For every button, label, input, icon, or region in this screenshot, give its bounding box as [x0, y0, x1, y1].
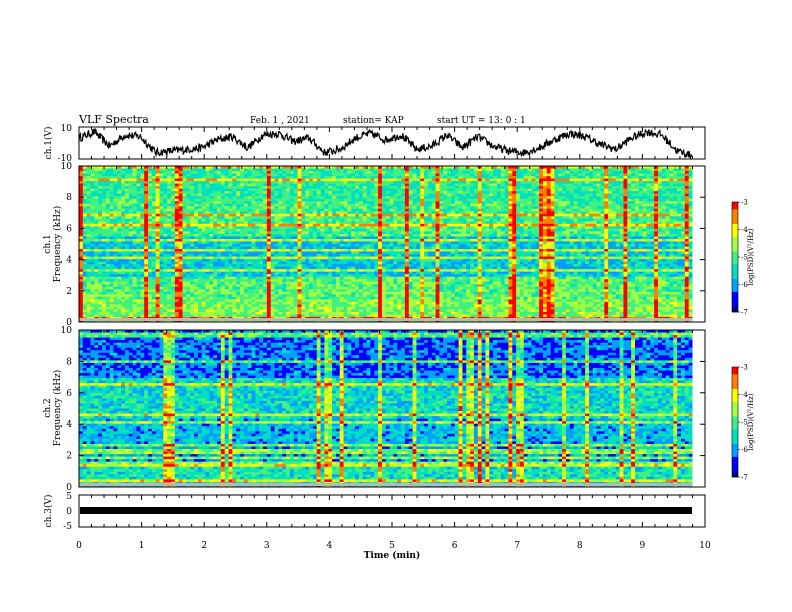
ch2-spectrogram — [79, 330, 705, 488]
freq-tick-label: 10 — [61, 326, 73, 336]
ch3-ytick-5: 5 — [66, 492, 72, 502]
freq-tick-label: 6 — [66, 389, 72, 399]
colorbar-tick-label: -6 — [741, 446, 748, 454]
colorbar-tick-label: -4 — [741, 391, 748, 399]
colorbar-tick-label: -3 — [741, 364, 748, 372]
station-label: station= KAP — [343, 116, 404, 126]
ch1-spectrogram-panel: ch.1 Frequency (kHz) 0 2 4 6 8 10 — [43, 162, 706, 328]
colorbar-label: log(PSD)(V²/Hz) — [747, 228, 755, 285]
colorbar-tick-label: -4 — [741, 226, 748, 234]
x-tick-label: 4 — [327, 541, 333, 551]
x-tick-label: 8 — [577, 541, 583, 551]
ch3-ytick-minus5: -5 — [63, 522, 72, 532]
ch1-spec-ylabel: Frequency (kHz) — [52, 206, 63, 283]
colorbar-label: log(PSD)(V²/Hz) — [747, 393, 755, 450]
x-tick-label: 2 — [201, 541, 207, 551]
ch1-spectrogram — [79, 166, 705, 323]
ch2-colorbar: -3 -4 -5 -6 -7 log(PSD)(V²/Hz) — [731, 364, 755, 482]
freq-tick-label: 8 — [66, 357, 72, 367]
colorbar-tick-label: -5 — [741, 254, 748, 262]
ch3-ytick-0: 0 — [66, 507, 72, 517]
date-label: Feb. 1 , 2021 — [250, 116, 310, 126]
freq-tick-label: 6 — [66, 224, 72, 234]
ch3-ylabel: ch.3(V) — [43, 495, 54, 528]
freq-tick-label: 4 — [66, 420, 72, 430]
ch1-spec-channel-label: ch.1 — [43, 234, 53, 253]
ch1-voltage-trace — [78, 128, 693, 161]
ch1-ylabel: ch.1(V) — [43, 127, 54, 160]
ch3-trace — [80, 507, 692, 514]
ch1-colorbar: -3 -4 -5 -6 -7 log(PSD)(V²/Hz) — [731, 199, 755, 317]
x-tick-label: 0 — [76, 541, 82, 551]
freq-tick-label: 10 — [61, 162, 73, 172]
colorbar-tick-label: -6 — [741, 281, 748, 289]
freq-tick-label: 4 — [66, 256, 72, 266]
colorbar-tick-label: -7 — [741, 309, 748, 317]
freq-tick-label: 2 — [66, 452, 72, 462]
ch2-spectrogram-panel: ch.2 Frequency (kHz) 0 2 4 6 8 10 — [43, 326, 706, 493]
x-tick-label: 1 — [139, 541, 145, 551]
ch2-spec-ylabel: Frequency (kHz) — [52, 370, 63, 447]
start-time-label: start UT = 13: 0 : 1 — [437, 116, 526, 126]
ch3-voltage-panel: 5 0 -5 ch.3(V) 0 1 2 3 4 5 6 7 8 9 10 Time (min) — [43, 127, 711, 561]
ch1-ytick-bottom: -10 — [58, 154, 73, 164]
ch1-ytick-top: 10 — [61, 124, 73, 134]
freq-tick-label: 0 — [66, 318, 72, 328]
ch1-voltage-panel: 10 -10 ch.1(V) — [43, 124, 706, 164]
x-tick-label: 5 — [389, 541, 395, 551]
x-axis-label: Time (min) — [364, 550, 421, 561]
colorbar-tick-label: -7 — [741, 474, 748, 482]
colorbar-tick-label: -5 — [741, 419, 748, 427]
figure-title: VLF Spectra — [78, 113, 149, 126]
freq-tick-label: 0 — [66, 483, 72, 493]
ch2-spec-channel-label: ch.2 — [43, 398, 53, 417]
x-tick-label: 9 — [640, 541, 646, 551]
freq-tick-label: 2 — [66, 287, 72, 297]
x-tick-label: 10 — [699, 541, 711, 551]
x-tick-label: 3 — [264, 541, 270, 551]
x-tick-label: 7 — [514, 541, 520, 551]
x-tick-label: 6 — [452, 541, 458, 551]
freq-tick-label: 8 — [66, 193, 72, 203]
colorbar-tick-label: -3 — [741, 199, 748, 207]
